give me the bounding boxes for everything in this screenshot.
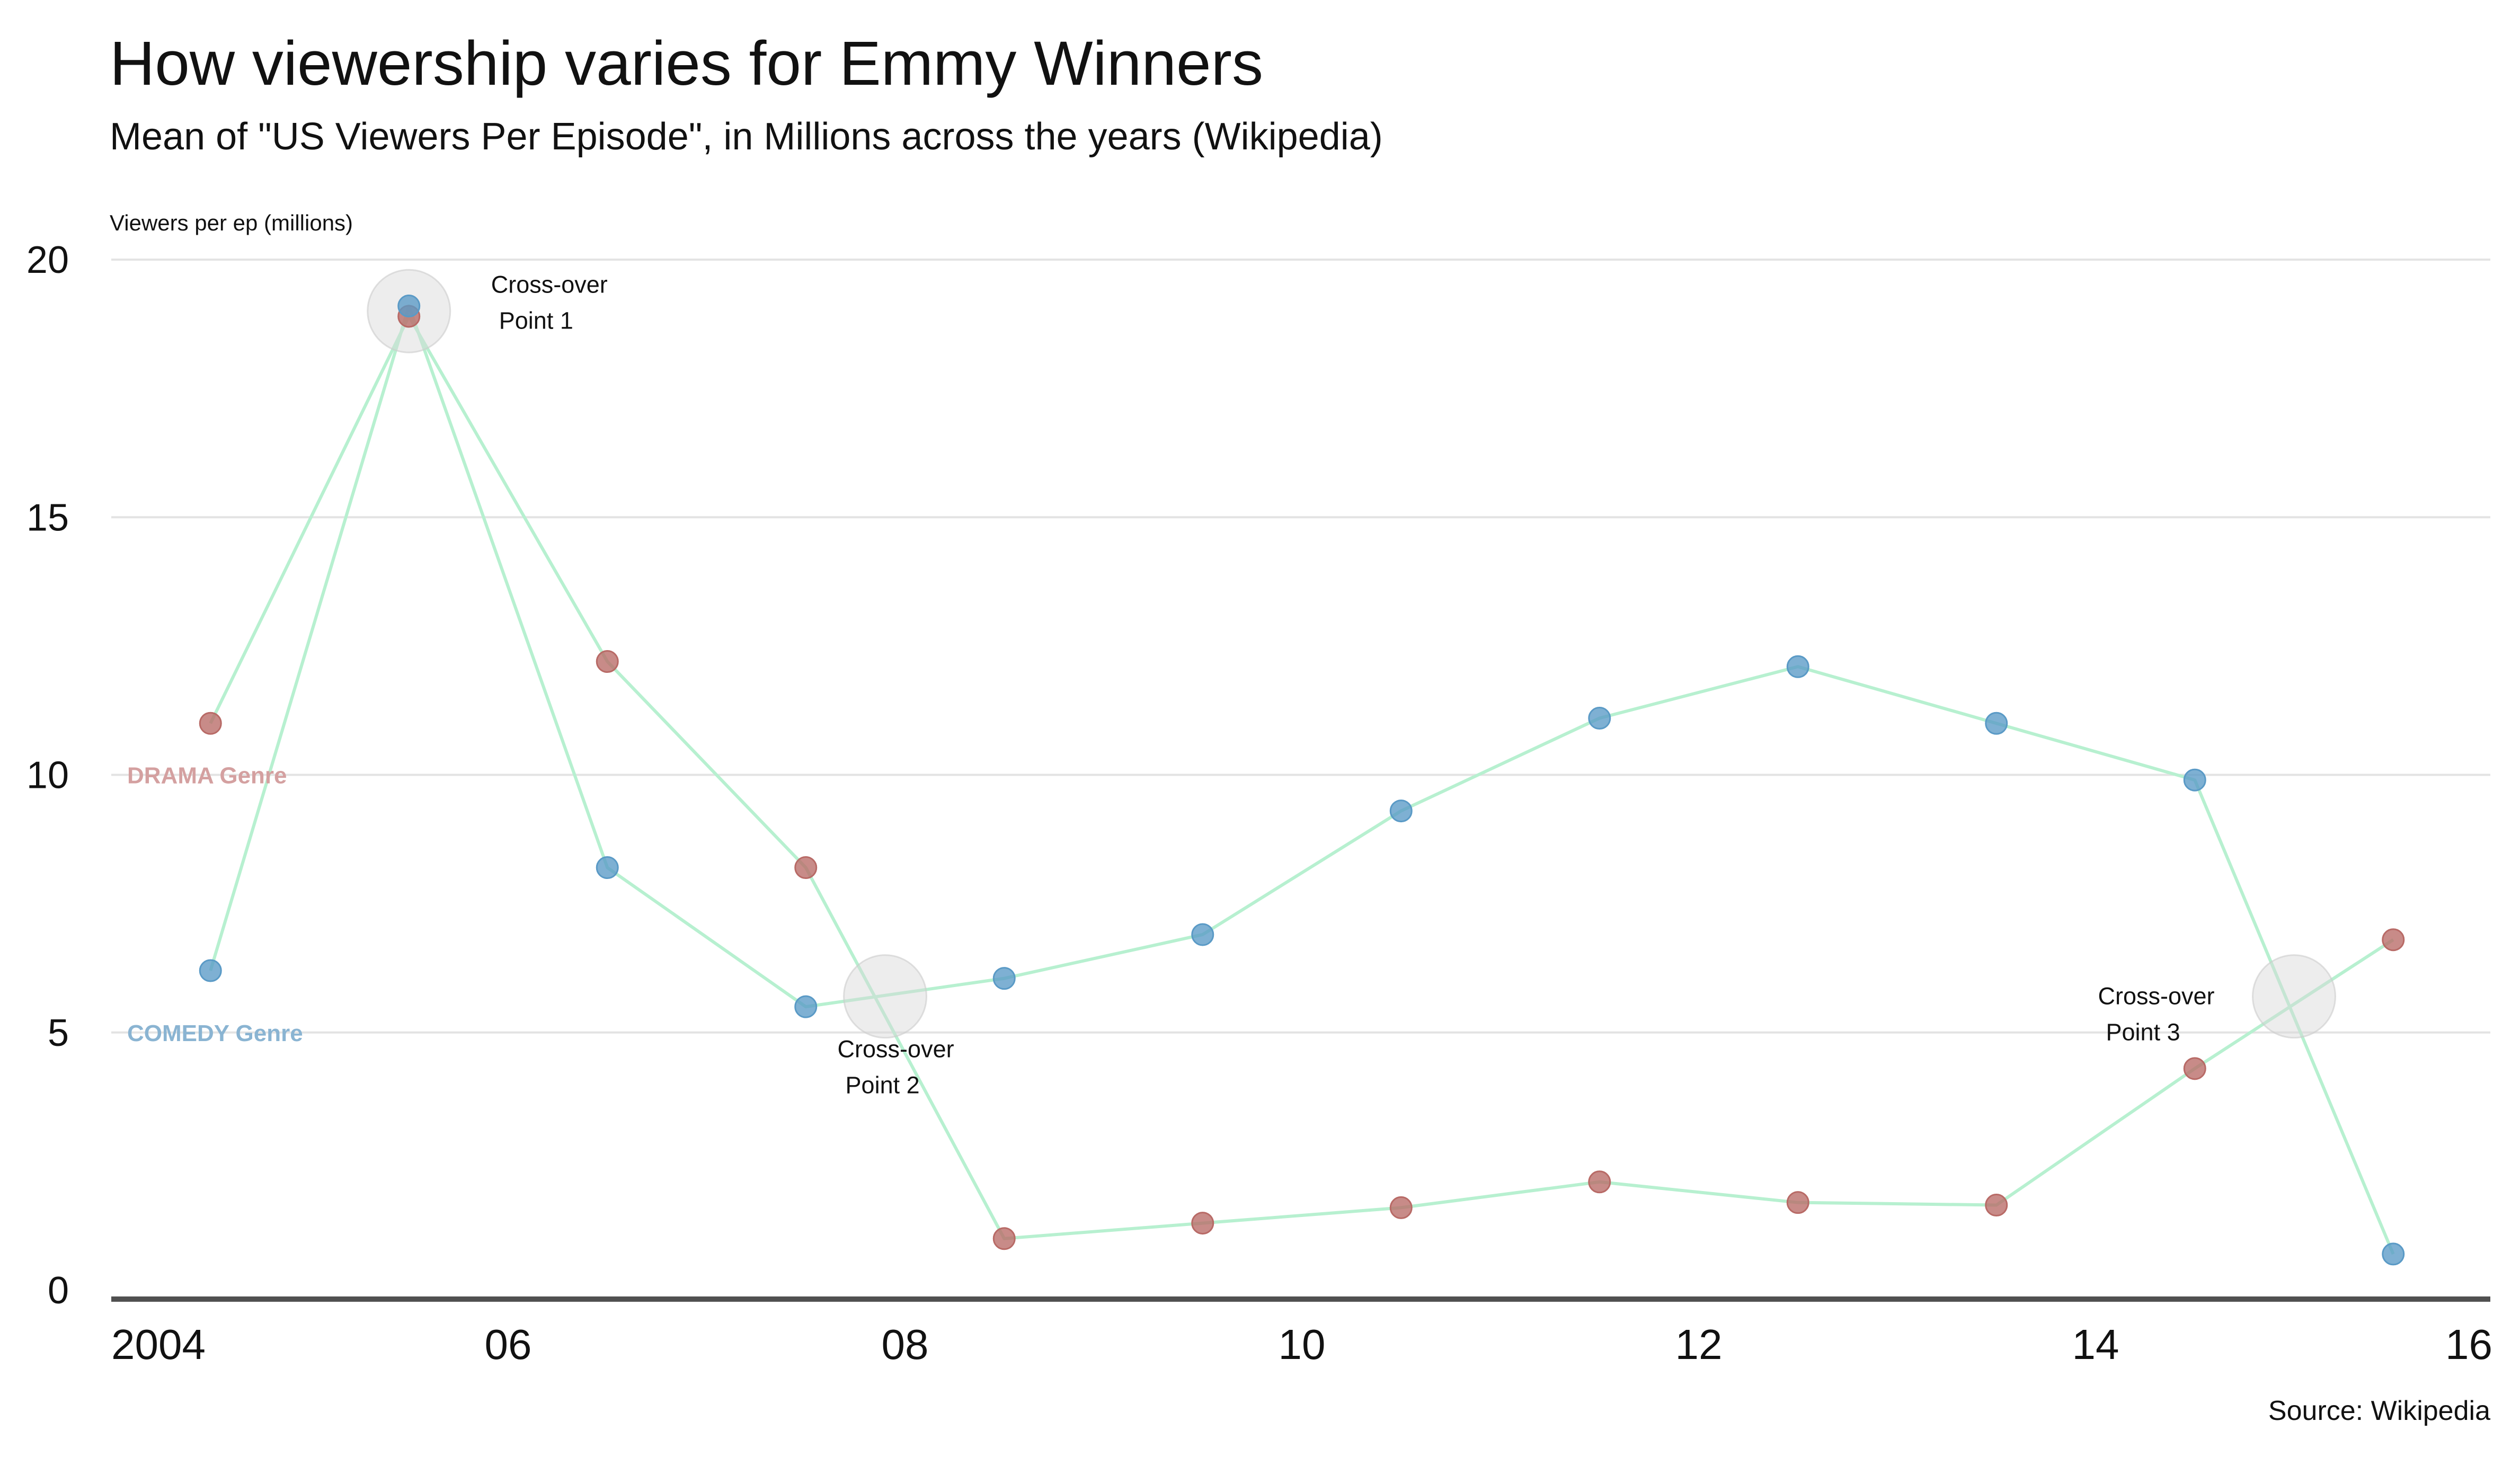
series-line — [209, 304, 2395, 1255]
chart-title: How viewership varies for Emmy Winners — [110, 29, 1263, 99]
data-point — [1389, 799, 1413, 823]
data-point — [1786, 655, 1809, 678]
x-tick-label: 16 — [2445, 1321, 2492, 1368]
crossover-highlights — [367, 269, 2336, 1039]
data-point — [2382, 1242, 2405, 1266]
data-point — [2183, 768, 2206, 792]
data-point — [2183, 1057, 2206, 1080]
data-point — [1588, 1170, 1611, 1194]
y-tick-label: 15 — [26, 496, 69, 539]
x-tick-label: 10 — [1279, 1321, 1326, 1368]
y-tick-label: 5 — [48, 1012, 69, 1054]
x-tick-label: 14 — [2072, 1321, 2119, 1368]
y-tick-label: 0 — [48, 1269, 69, 1312]
data-point — [992, 1227, 1016, 1250]
crossover-annotation: Cross-over — [2098, 983, 2215, 1010]
y-axis-label: Viewers per ep (millions) — [110, 210, 353, 235]
crossover-annotation: Point 2 — [846, 1072, 920, 1099]
crossover-annotation: Point 3 — [2106, 1019, 2180, 1046]
crossover-highlight — [843, 954, 928, 1039]
x-tick-label: 08 — [882, 1321, 929, 1368]
crossover-annotation: Point 1 — [499, 307, 573, 334]
crossover-annotation: Cross-over — [491, 271, 608, 298]
series-points — [199, 295, 2405, 1266]
data-point — [596, 856, 619, 879]
data-point — [1191, 923, 1214, 946]
axes: 0 5 10 15 20 2004 06 08 10 12 14 16 — [26, 239, 2492, 1368]
data-point — [1588, 707, 1611, 730]
x-tick-label: 2004 — [111, 1321, 206, 1368]
data-point — [1389, 1196, 1413, 1219]
gridlines — [111, 259, 2490, 1034]
data-point — [1985, 712, 2008, 735]
chart-subtitle: Mean of "US Viewers Per Episode", in Mil… — [110, 116, 1383, 158]
x-tick-label: 06 — [485, 1321, 532, 1368]
series-label: DRAMA Genre — [127, 763, 287, 789]
data-point — [199, 712, 222, 735]
y-tick-label: 20 — [26, 239, 69, 281]
data-point — [794, 995, 818, 1018]
labels: How viewership varies for Emmy Winners M… — [110, 29, 2490, 1426]
x-tick-label: 12 — [1675, 1321, 1723, 1368]
data-point — [1191, 1212, 1214, 1235]
data-point — [1786, 1191, 1809, 1214]
series-label: COMEDY Genre — [127, 1020, 303, 1046]
source-note: Source: Wikipedia — [2268, 1396, 2490, 1426]
data-point — [794, 856, 818, 879]
series-lines — [209, 304, 2395, 1255]
crossover-annotation: Cross-over — [838, 1036, 954, 1063]
data-point — [397, 295, 421, 318]
data-point — [2382, 928, 2405, 952]
series-line — [209, 314, 2394, 1240]
y-tick-label: 10 — [26, 754, 69, 797]
data-point — [992, 967, 1016, 990]
crossover-highlight — [2252, 954, 2336, 1039]
data-point — [1985, 1194, 2008, 1217]
data-point — [199, 959, 222, 982]
data-point — [596, 650, 619, 673]
